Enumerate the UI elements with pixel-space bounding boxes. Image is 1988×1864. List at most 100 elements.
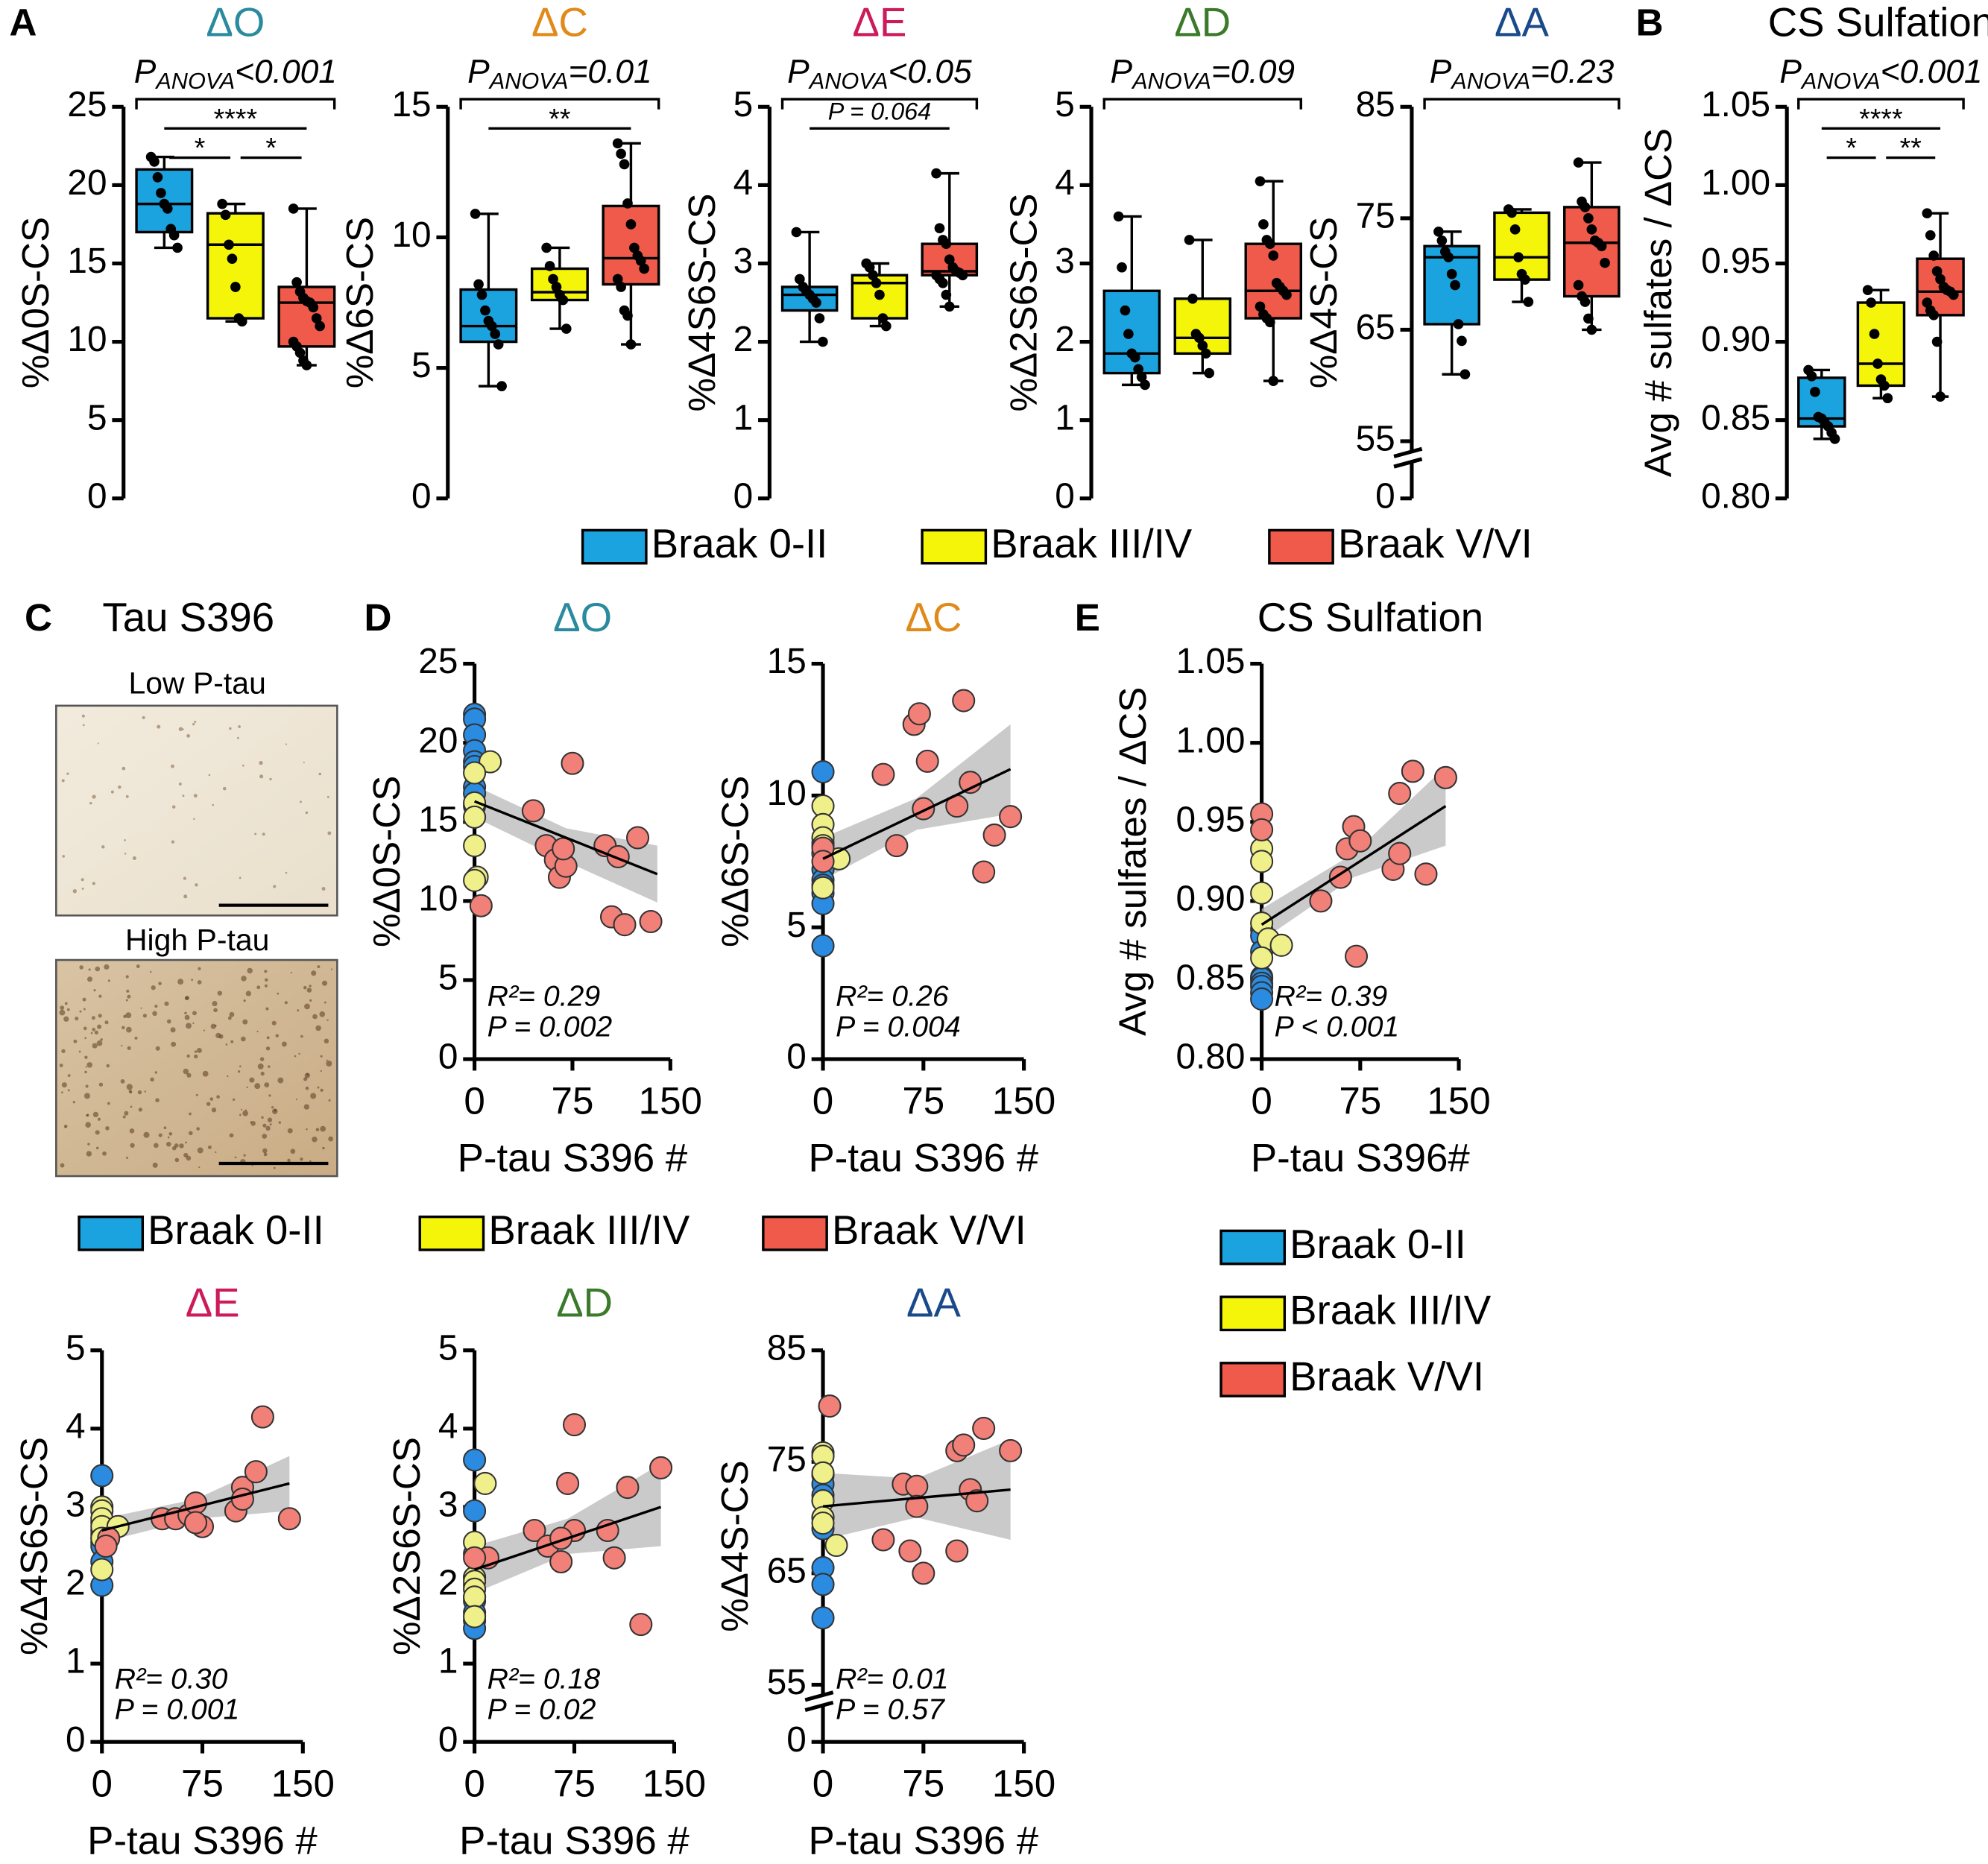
speck	[229, 1011, 235, 1017]
data-point	[931, 168, 941, 179]
data-point	[818, 1394, 842, 1418]
speck	[273, 1166, 276, 1169]
data-point	[941, 238, 952, 250]
speck	[196, 1127, 200, 1131]
x-tick-label: 75	[551, 1079, 593, 1122]
speck	[178, 782, 182, 786]
data-point	[1414, 862, 1438, 886]
y-tick-label: 1	[1055, 398, 1075, 437]
speck	[203, 1029, 205, 1031]
speck	[207, 1145, 212, 1149]
speck	[268, 1094, 271, 1097]
speck	[328, 1136, 333, 1142]
speck	[267, 1117, 273, 1122]
data-point	[877, 313, 889, 323]
data-point	[1829, 434, 1840, 444]
data-point	[1513, 252, 1524, 263]
y-axis-label: Avg # sulfates / ΔCS	[1637, 128, 1679, 477]
speck	[251, 1164, 253, 1166]
stat-label: P = 0.004	[836, 1011, 961, 1043]
speck	[121, 1044, 123, 1047]
data-point	[1133, 364, 1144, 375]
data-point	[622, 310, 633, 321]
data-point	[1264, 238, 1275, 250]
legend-swatch	[418, 1215, 485, 1251]
speck	[243, 999, 246, 1002]
data-point	[794, 274, 805, 285]
data-point	[1388, 841, 1412, 865]
data-point	[1879, 380, 1890, 391]
data-point	[149, 157, 160, 167]
speck	[315, 1025, 321, 1031]
y-tick-label: 15	[418, 800, 458, 839]
speck	[124, 853, 127, 855]
data-point	[814, 313, 825, 323]
y-tick-label: 4	[66, 1406, 86, 1446]
data-point	[1922, 297, 1933, 308]
data-point	[1460, 369, 1471, 380]
speck	[250, 1121, 256, 1126]
x-axis-label: P-tau S396#	[1251, 1137, 1471, 1181]
y-tick-label: 2	[733, 320, 754, 359]
speck	[242, 1019, 248, 1025]
anova-rest: =0.09	[1211, 54, 1295, 90]
data-point	[898, 1539, 922, 1563]
speck	[96, 1040, 103, 1046]
data-point	[1583, 213, 1594, 224]
speck	[142, 1014, 148, 1018]
stat-label: P = 0.57	[836, 1693, 946, 1726]
speck	[63, 1016, 69, 1022]
data-point	[1401, 759, 1424, 783]
speck	[287, 1128, 293, 1134]
stat-label: R²= 0.29	[487, 980, 601, 1013]
data-point	[1928, 250, 1940, 261]
y-tick-label: 1	[438, 1642, 458, 1681]
speck	[260, 1071, 265, 1076]
data-point	[905, 1494, 929, 1518]
speck	[326, 1019, 329, 1022]
speck	[268, 1065, 271, 1068]
anova-bracket	[780, 98, 979, 110]
regression-line	[474, 1506, 662, 1571]
data-point	[184, 1511, 208, 1535]
data-point	[1388, 782, 1412, 806]
x-tick-label: 150	[639, 1079, 702, 1122]
data-point	[999, 1438, 1023, 1462]
data-point	[1446, 268, 1457, 279]
y-tick-label: 0	[786, 1720, 807, 1760]
speck	[60, 1005, 65, 1011]
regression-line	[473, 800, 658, 876]
speck	[122, 1026, 125, 1030]
data-point	[938, 277, 948, 288]
y-tick-label: 25	[418, 642, 458, 681]
speck	[303, 985, 307, 990]
speck	[326, 1060, 332, 1067]
data-point	[868, 270, 878, 281]
legend-swatch	[1268, 528, 1334, 565]
data-point	[871, 1528, 895, 1552]
speck	[66, 1008, 70, 1011]
speck	[125, 975, 129, 979]
data-point	[463, 1499, 487, 1523]
speck	[259, 774, 264, 779]
y-tick-label: 1.00	[1701, 163, 1770, 203]
data-point	[1309, 889, 1333, 913]
data-point	[1120, 305, 1131, 316]
chart-title: CS Sulfation	[1258, 595, 1483, 640]
speck	[95, 1146, 99, 1150]
speck	[92, 882, 96, 885]
stat-label: R²= 0.18	[487, 1663, 601, 1696]
speck	[249, 1077, 255, 1083]
speck	[328, 1099, 331, 1102]
data-point	[544, 261, 555, 271]
data-point	[982, 823, 1006, 847]
axis-break	[1393, 457, 1423, 469]
y-axis-label: %Δ0S-CS	[14, 217, 57, 388]
data-point	[871, 762, 895, 786]
speck	[271, 1106, 274, 1109]
y-tick-label: 0	[87, 476, 107, 516]
data-point	[881, 320, 892, 332]
speck	[246, 1086, 248, 1089]
speck	[82, 724, 85, 727]
chart-title: ΔO	[553, 595, 612, 640]
